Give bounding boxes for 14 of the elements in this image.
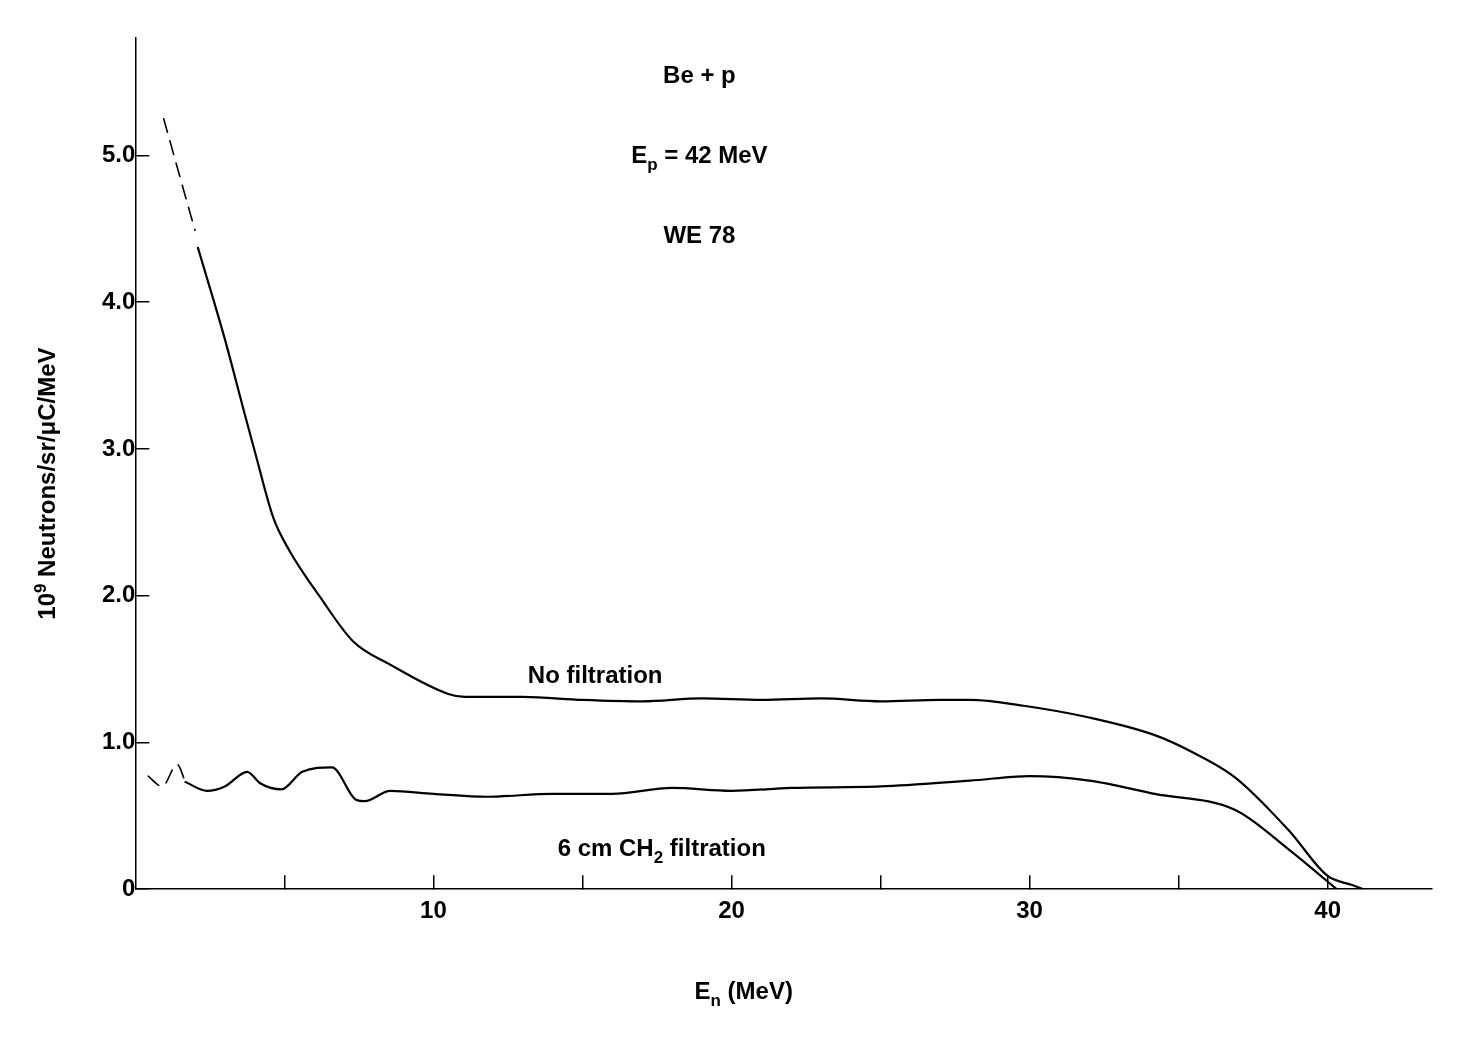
annotation: WE 78 (663, 221, 736, 248)
x-tick-label: 40 (1314, 896, 1342, 924)
annotation: Be + p (663, 61, 736, 88)
y-tick-label: 2.0 (101, 580, 136, 608)
x-tick-label: 10 (420, 896, 447, 924)
y-tick-label: 1.0 (101, 727, 136, 755)
series-label: No filtration (527, 660, 663, 688)
x-tick-label: 30 (1016, 896, 1043, 924)
y-tick-label: 5.0 (101, 140, 136, 168)
y-axis-title: 109 Neutrons/sr/μC/MeV (30, 347, 61, 620)
x-tick-label: 20 (718, 896, 745, 924)
y-tick-label: 3.0 (101, 433, 136, 461)
y-tick-label: 0 (122, 873, 136, 901)
y-tick-label: 4.0 (101, 286, 136, 314)
